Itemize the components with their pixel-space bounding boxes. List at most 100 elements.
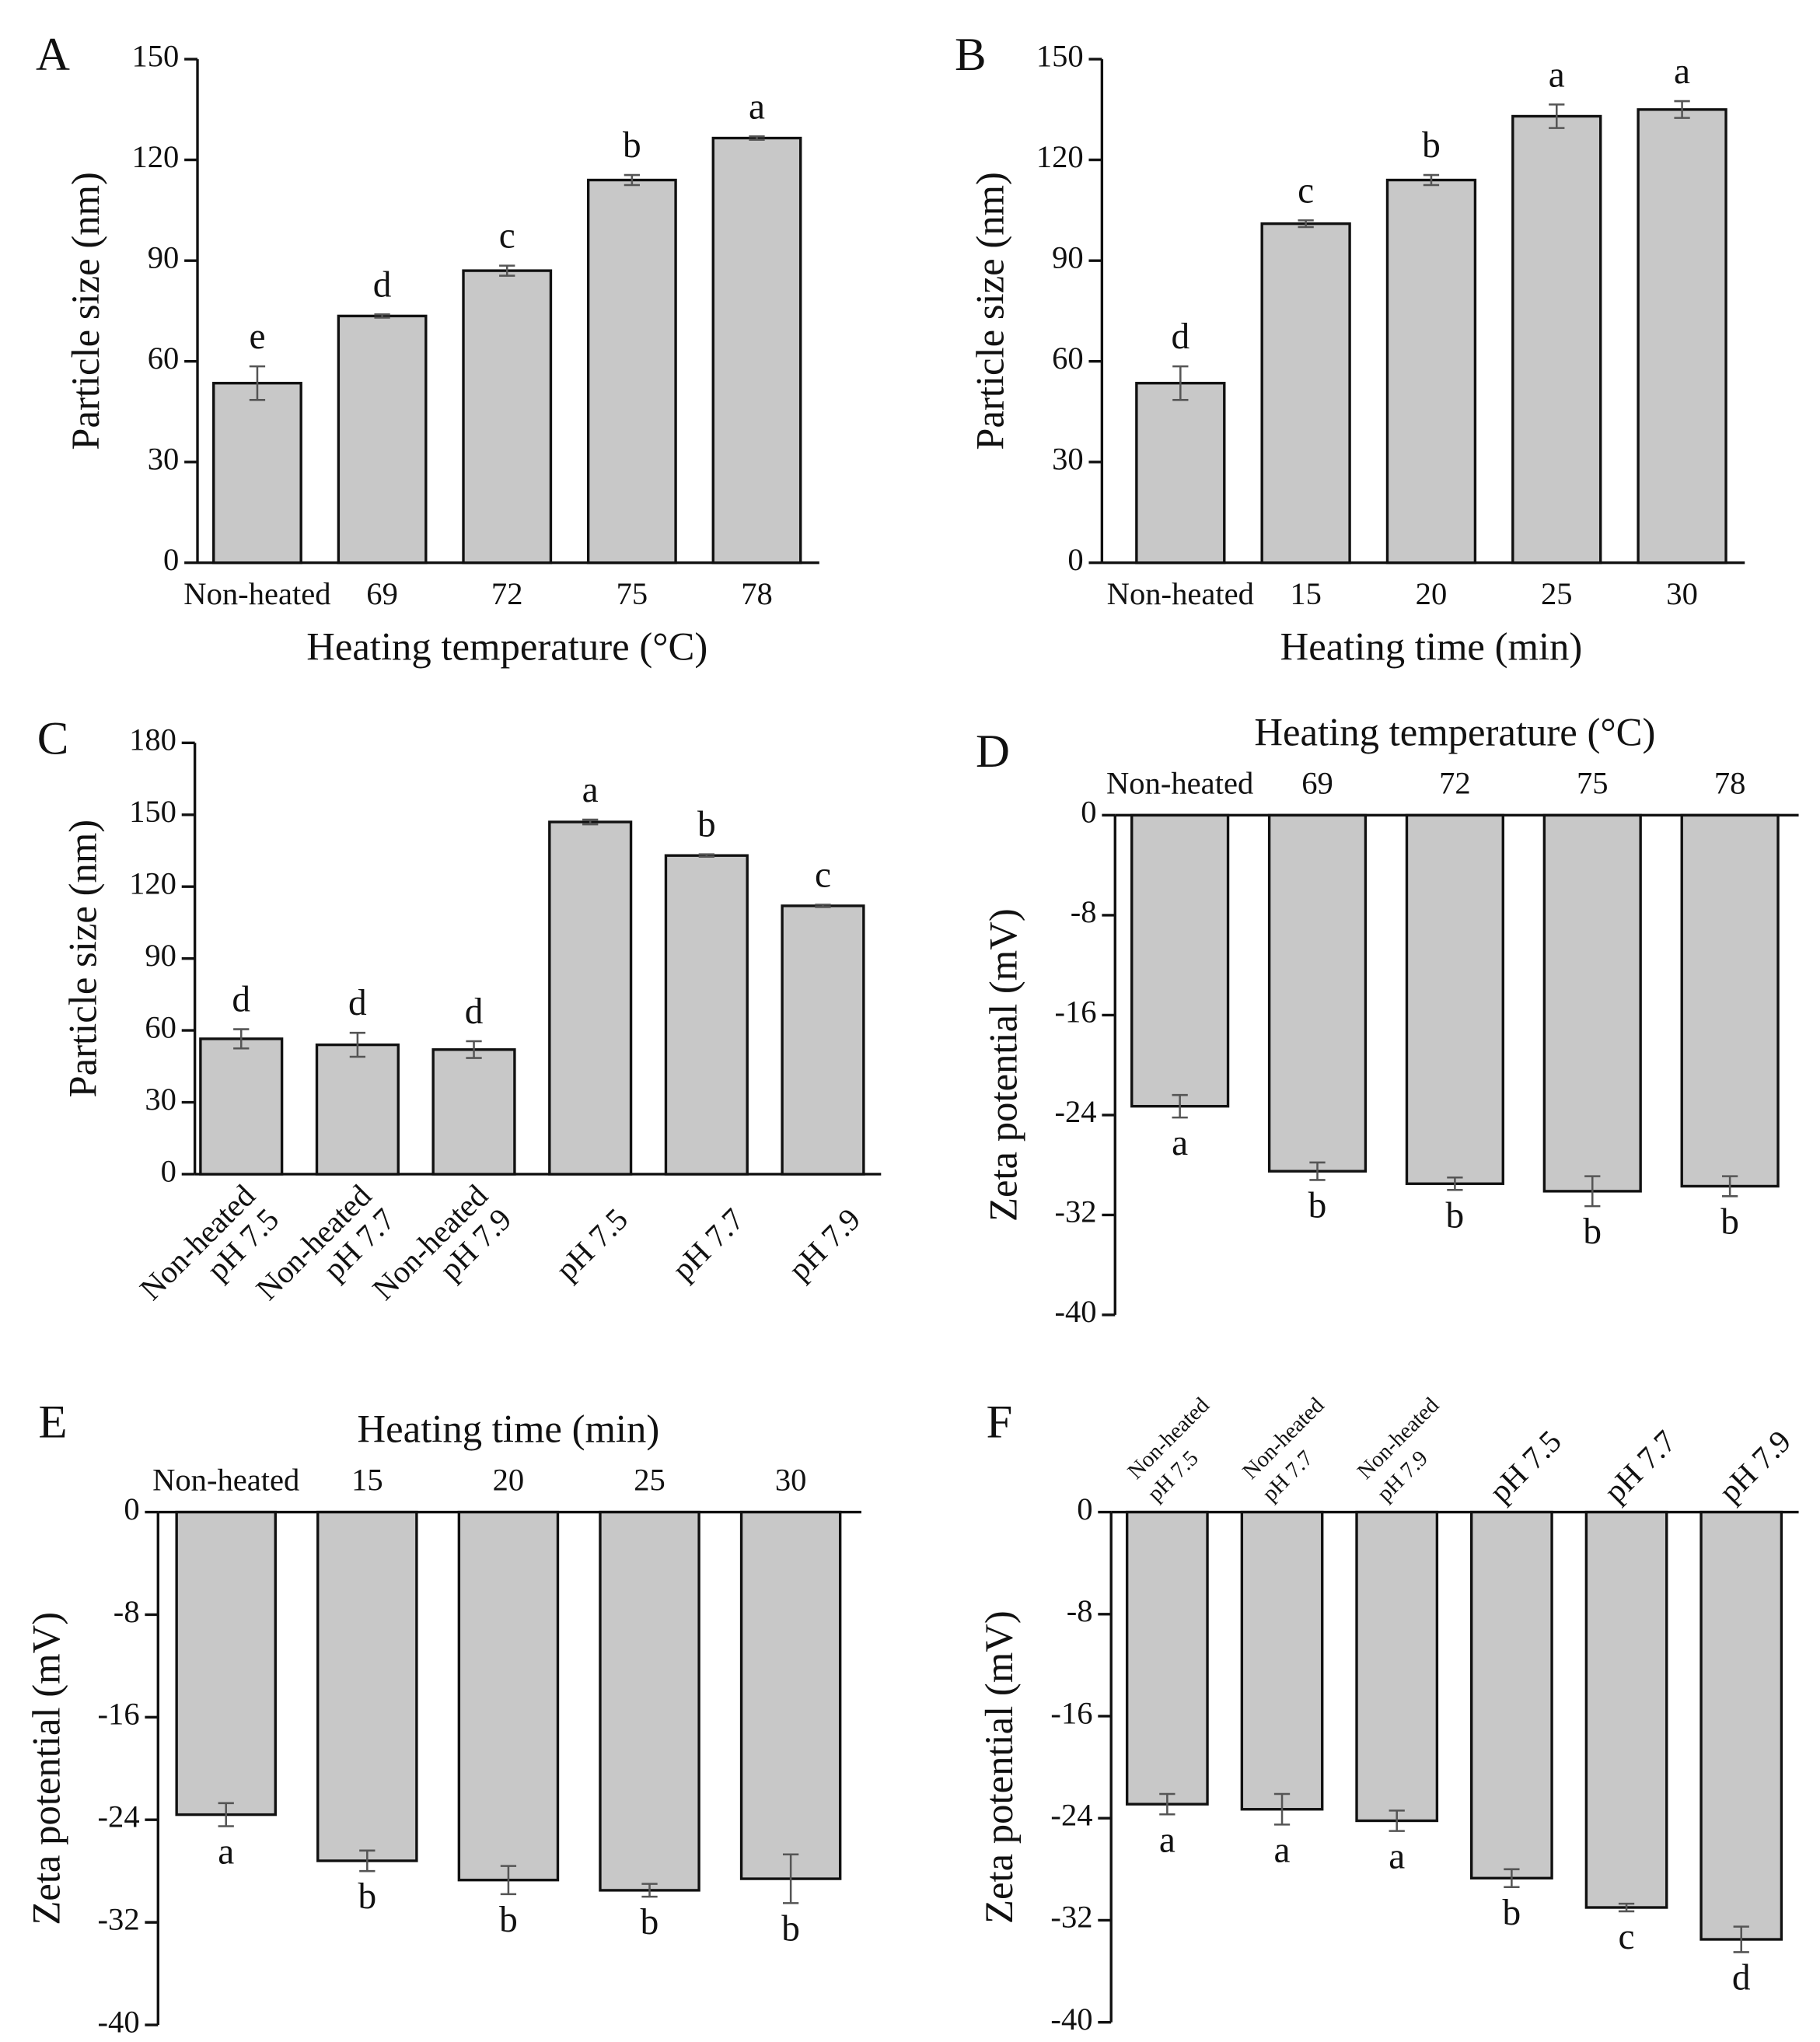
y-axis-label: Zeta potential (mV) — [981, 908, 1025, 1222]
y-tick-label: -32 — [1050, 1900, 1092, 1935]
x-tick-label: 20 — [1416, 576, 1448, 611]
bar — [1260, 222, 1351, 565]
x-tick-label: 15 — [1290, 576, 1322, 611]
significance-letter: b — [781, 1908, 800, 1949]
x-axis-label: Heating time (min) — [358, 1407, 660, 1451]
bar — [1699, 1510, 1783, 1941]
significance-letter: b — [1503, 1893, 1521, 1933]
y-tick-label: 30 — [145, 1082, 176, 1117]
y-tick-label: 0 — [1081, 795, 1096, 830]
bar — [1542, 813, 1642, 1193]
x-tick-label: 25 — [634, 1463, 665, 1498]
y-tick-label: 30 — [1052, 442, 1084, 477]
x-tick-label: 72 — [491, 576, 523, 611]
significance-letter: a — [1274, 1830, 1291, 1870]
bar — [1130, 813, 1230, 1108]
x-tick-label: 75 — [617, 576, 648, 611]
y-tick-label: -16 — [98, 1697, 140, 1732]
x-tick-label: 72 — [1439, 765, 1471, 800]
panel-label: F — [987, 1397, 1013, 1449]
significance-letter: b — [1446, 1195, 1465, 1236]
significance-letter: a — [1172, 1123, 1188, 1163]
bar — [1405, 813, 1504, 1185]
x-axis-label: Heating temperature (°C) — [306, 625, 707, 669]
x-tick-label: pH 7.5 — [549, 1201, 634, 1287]
x-tick-label: 30 — [1666, 576, 1698, 611]
x-axis-label: Heating time (min) — [1280, 625, 1583, 669]
significance-letter: b — [1308, 1185, 1327, 1226]
bar — [315, 1043, 400, 1176]
y-tick-label: 150 — [131, 38, 179, 73]
x-tick-label: Non-heated — [1107, 576, 1254, 611]
bar — [1135, 382, 1226, 565]
bar — [781, 904, 865, 1176]
significance-letter: d — [1171, 316, 1189, 357]
x-tick-label: Non-heated — [152, 1463, 299, 1498]
bar — [1511, 114, 1602, 565]
y-tick-label: -40 — [1055, 1294, 1097, 1329]
bar — [1355, 1510, 1439, 1823]
significance-letter: c — [1298, 170, 1314, 211]
panel-label: A — [36, 29, 70, 81]
significance-letter: a — [1159, 1820, 1175, 1860]
panel-label: D — [976, 726, 1010, 778]
x-tick-label: pH 7.7 — [665, 1201, 751, 1287]
significance-letter: a — [1549, 54, 1565, 95]
bar — [739, 1510, 842, 1880]
significance-letter: c — [815, 855, 831, 895]
bar — [1240, 1510, 1324, 1811]
x-tick-label: 75 — [1577, 765, 1609, 800]
bar — [1470, 1510, 1553, 1879]
y-axis-label: Zeta potential (mV) — [977, 1610, 1021, 1924]
y-tick-label: 60 — [145, 1009, 176, 1044]
significance-letter: c — [499, 216, 515, 257]
bar — [1125, 1510, 1209, 1806]
bar — [664, 854, 749, 1176]
bar — [457, 1510, 560, 1882]
panel-label: C — [37, 712, 69, 764]
bar — [1637, 108, 1727, 565]
y-tick-label: 90 — [145, 938, 176, 973]
bar — [462, 269, 553, 565]
significance-letter: b — [641, 1902, 659, 1942]
y-tick-label: -40 — [98, 2004, 140, 2039]
x-axis-label: Heating temperature (°C) — [1254, 711, 1655, 754]
bar — [548, 820, 633, 1176]
x-tick-label: 69 — [1301, 765, 1333, 800]
bar — [212, 382, 302, 565]
bar — [337, 314, 428, 565]
y-tick-label: 0 — [163, 542, 179, 577]
y-tick-label: -24 — [1055, 1094, 1097, 1129]
y-tick-label: 120 — [131, 139, 179, 174]
y-tick-label: -8 — [1071, 894, 1097, 929]
y-tick-label: 0 — [1067, 542, 1083, 577]
y-axis-label: Zeta potential (mV) — [24, 1612, 68, 1925]
y-tick-label: 180 — [129, 722, 176, 757]
significance-letter: a — [1389, 1837, 1405, 1877]
y-tick-label: -8 — [114, 1594, 140, 1629]
y-tick-label: 120 — [129, 866, 176, 901]
significance-letter: b — [1583, 1212, 1602, 1252]
panel-label: E — [38, 1397, 67, 1449]
y-tick-label: 60 — [148, 341, 180, 376]
x-tick-label: 78 — [741, 576, 773, 611]
significance-letter: b — [697, 805, 716, 845]
significance-letter: d — [232, 980, 250, 1020]
significance-letter: c — [1619, 1917, 1635, 1957]
y-tick-label: -32 — [98, 1901, 140, 1936]
y-tick-label: 0 — [161, 1153, 176, 1188]
y-tick-label: -40 — [1050, 2002, 1092, 2037]
y-tick-label: -32 — [1055, 1194, 1097, 1229]
x-tick-label: 78 — [1714, 765, 1746, 800]
y-tick-label: 150 — [129, 794, 176, 829]
x-tick-label: 30 — [775, 1463, 807, 1498]
x-tick-label: pH 7.5 — [1483, 1424, 1568, 1509]
x-tick-label: pH 7.9 — [1712, 1424, 1797, 1509]
significance-letter: d — [1732, 1957, 1751, 1998]
x-tick-label: pH 7.7 — [1598, 1424, 1683, 1509]
y-axis-label: Particle size (nm) — [64, 172, 107, 450]
significance-letter: a — [749, 86, 765, 127]
panel-label: B — [955, 29, 987, 81]
bar — [316, 1510, 418, 1862]
